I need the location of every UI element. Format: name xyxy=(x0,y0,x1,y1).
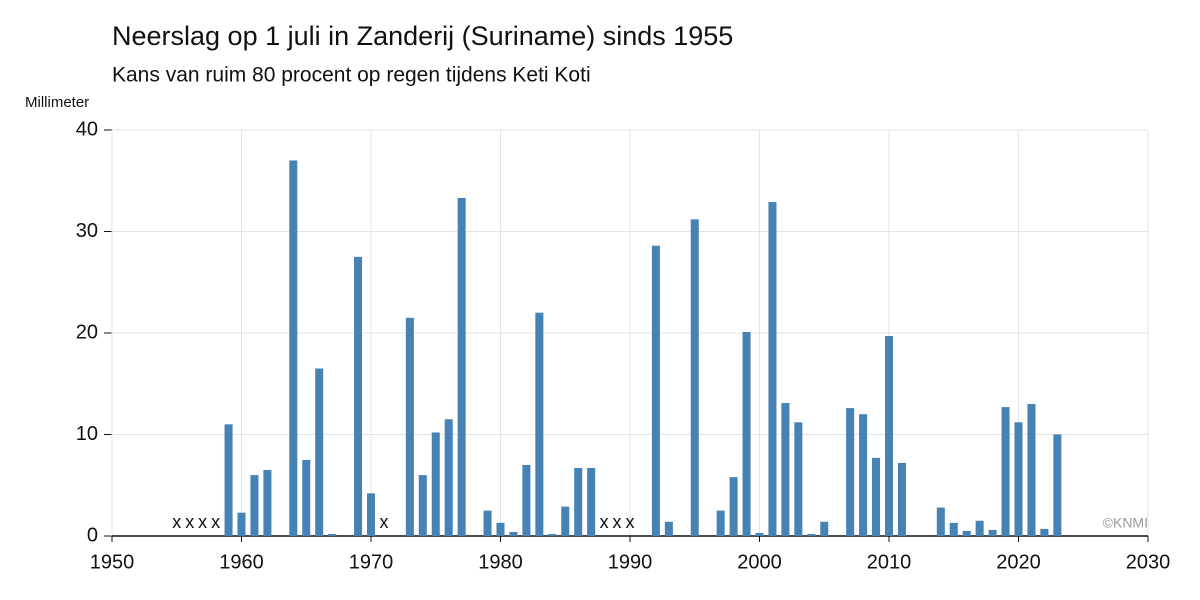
missing-marker: x xyxy=(600,512,609,532)
bar xyxy=(444,419,453,536)
bar xyxy=(755,532,764,536)
bar xyxy=(716,510,725,536)
bar xyxy=(794,422,803,536)
x-tick-label: 1970 xyxy=(349,551,394,573)
bar xyxy=(548,533,557,536)
y-tick-label: 10 xyxy=(76,423,98,445)
x-tick-label: 1960 xyxy=(219,551,264,573)
bar xyxy=(781,403,790,536)
bar xyxy=(535,312,544,536)
bar xyxy=(224,424,233,536)
y-tick-label: 40 xyxy=(76,118,98,140)
bar xyxy=(522,464,531,536)
bar xyxy=(496,522,505,536)
bar xyxy=(289,160,298,536)
y-tick-label: 20 xyxy=(76,321,98,343)
bar xyxy=(587,467,596,536)
bar xyxy=(263,470,272,536)
bar xyxy=(1001,407,1010,536)
y-tick-label: 0 xyxy=(87,524,98,546)
bar xyxy=(250,475,259,536)
bar xyxy=(975,520,984,536)
bar xyxy=(457,198,466,536)
bar xyxy=(483,510,492,536)
bar xyxy=(936,507,945,536)
bar xyxy=(729,477,738,536)
bar xyxy=(315,368,324,536)
bar xyxy=(820,521,829,536)
bar xyxy=(690,219,699,536)
credit: ©KNMI xyxy=(1103,515,1148,531)
bar xyxy=(509,531,518,536)
missing-marker: x xyxy=(379,512,388,532)
bar xyxy=(1053,434,1062,536)
missing-marker: x xyxy=(613,512,622,532)
bar xyxy=(302,459,311,536)
bar xyxy=(949,522,958,536)
bar xyxy=(651,245,660,536)
missing-marker: x xyxy=(626,512,635,532)
bar xyxy=(328,533,337,536)
bar xyxy=(366,493,376,536)
bar xyxy=(962,530,971,536)
bar xyxy=(418,475,427,536)
x-tick-label: 1950 xyxy=(90,551,135,573)
bar xyxy=(1040,528,1049,536)
bar xyxy=(561,506,570,536)
bar xyxy=(664,521,673,536)
x-tick-label: 2010 xyxy=(867,551,912,573)
x-tick-label: 1990 xyxy=(608,551,653,573)
y-axis-label: Millimeter xyxy=(25,94,89,111)
bar xyxy=(237,512,246,536)
bar xyxy=(574,467,583,536)
y-tick-label: 30 xyxy=(76,220,98,242)
bar xyxy=(768,202,777,536)
bar xyxy=(807,533,816,536)
x-tick-label: 2000 xyxy=(737,551,782,573)
bar xyxy=(988,529,997,536)
chart-title: Neerslag op 1 juli in Zanderij (Suriname… xyxy=(112,21,733,51)
bar xyxy=(884,336,894,536)
missing-marker: x xyxy=(185,512,194,532)
bar xyxy=(897,462,906,536)
bar xyxy=(354,256,363,536)
bar xyxy=(872,457,881,536)
chart-subtitle: Kans van ruim 80 procent op regen tijden… xyxy=(112,64,591,87)
missing-marker: x xyxy=(198,512,207,532)
bar xyxy=(431,432,440,536)
bar xyxy=(1014,422,1023,536)
bar xyxy=(742,331,751,536)
missing-marker: x xyxy=(211,512,220,532)
missing-marker: x xyxy=(172,512,181,532)
x-tick-label: 2030 xyxy=(1126,551,1171,573)
bar xyxy=(1027,404,1036,536)
bar xyxy=(405,317,414,536)
bar xyxy=(859,414,868,536)
x-tick-label: 2020 xyxy=(996,551,1041,573)
bar xyxy=(846,408,855,536)
x-tick-label: 1980 xyxy=(478,551,523,573)
